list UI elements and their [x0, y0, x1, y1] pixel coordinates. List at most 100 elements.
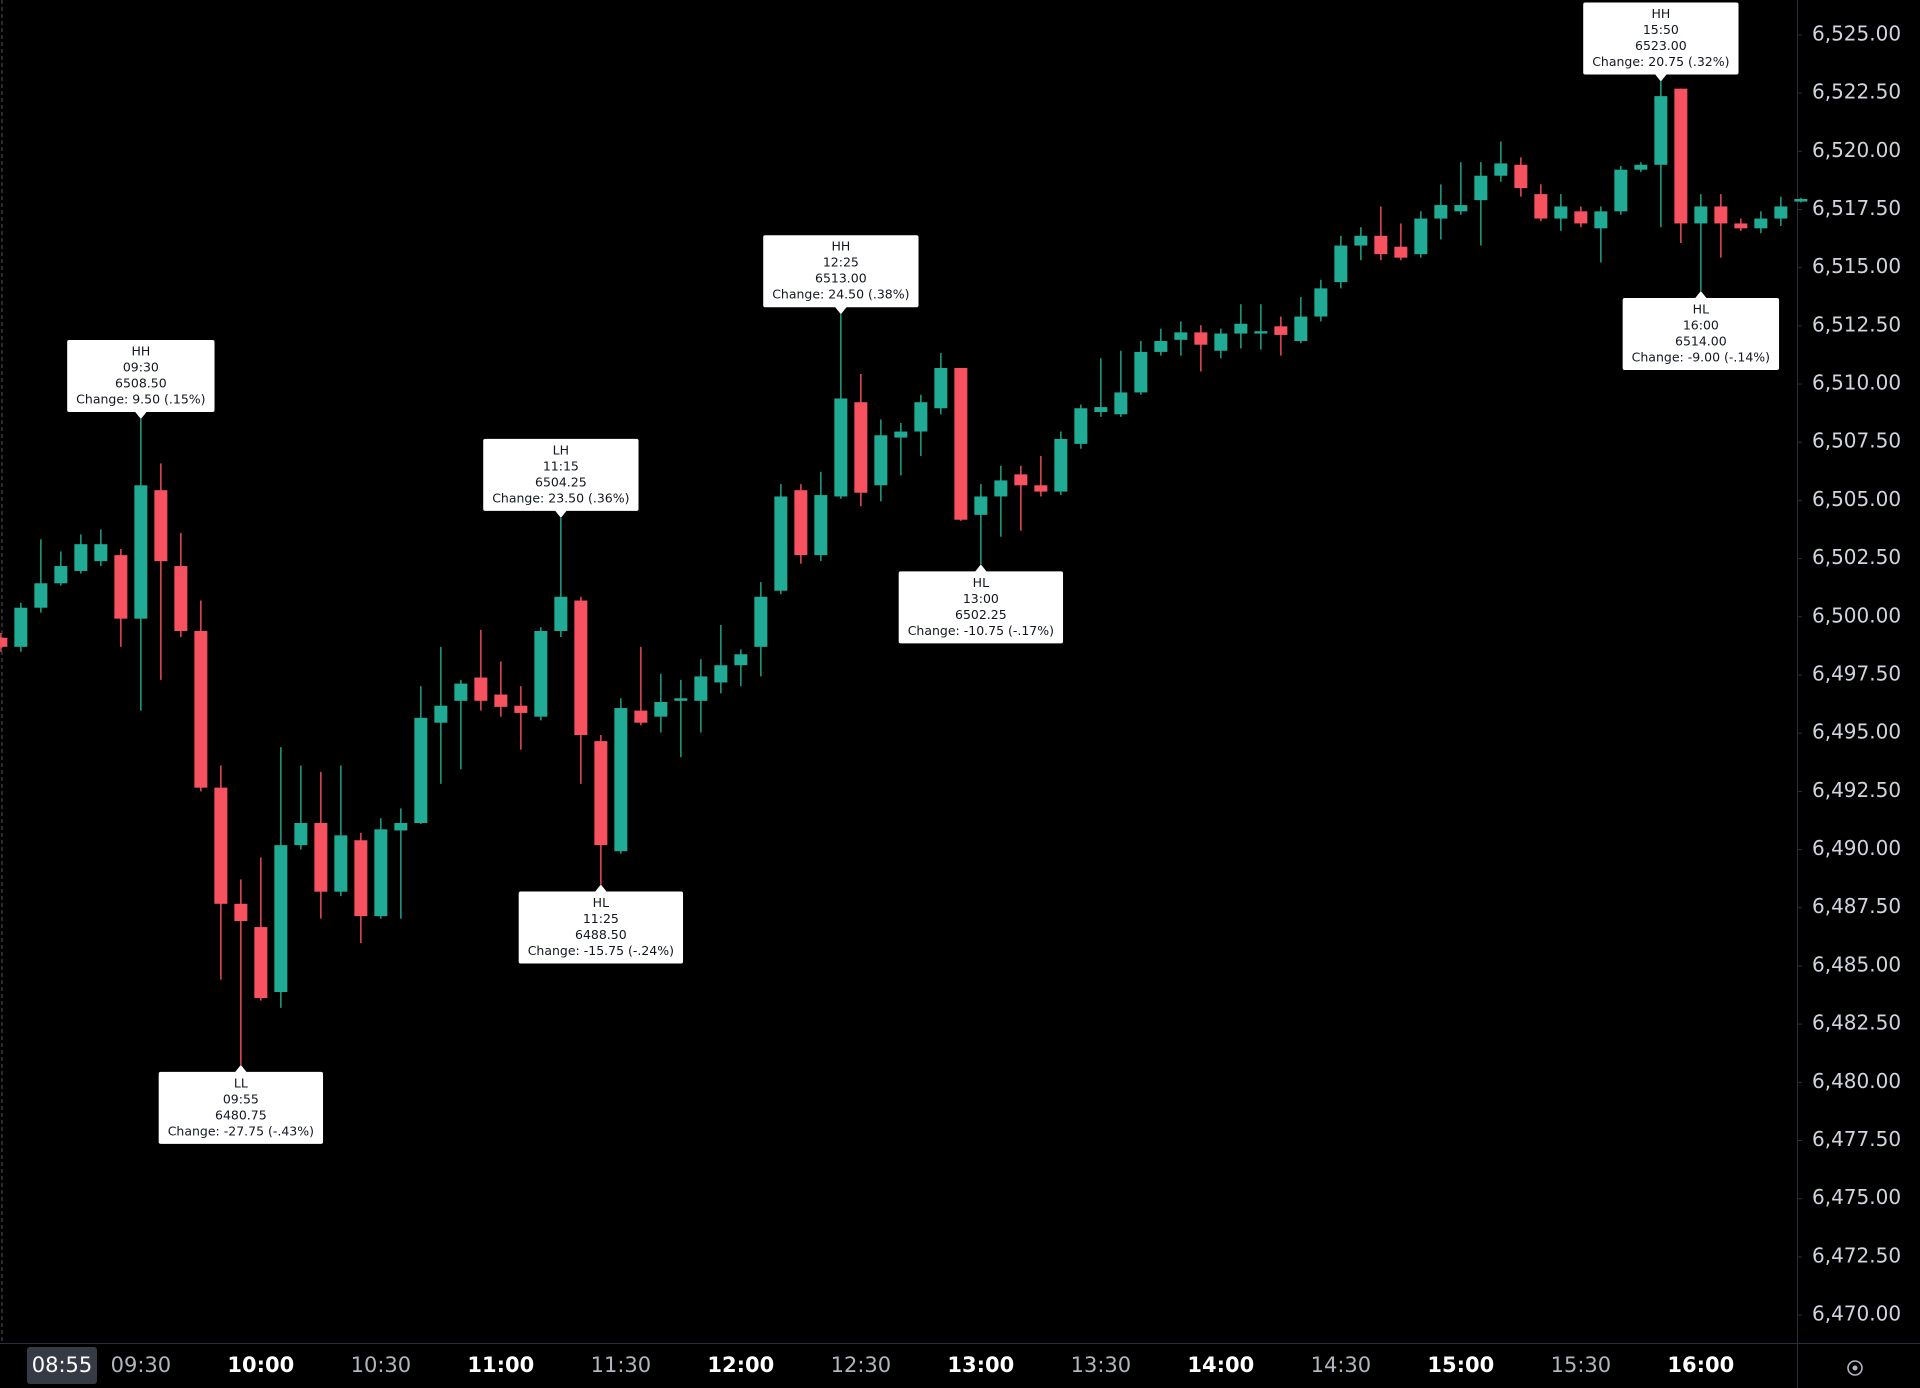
candle-body — [734, 654, 748, 666]
candle-body — [1474, 175, 1488, 201]
candle-body — [1774, 206, 1788, 219]
candle-body — [374, 829, 388, 917]
crosshair-time-box — [27, 1347, 97, 1384]
candle-body — [1674, 88, 1688, 224]
annotation-pointer — [234, 1064, 247, 1073]
candle-body — [1654, 96, 1668, 165]
candle-body — [534, 631, 548, 717]
annotation-time: 09:55 — [223, 1091, 259, 1106]
candle-body — [354, 840, 368, 917]
candle-body — [1034, 485, 1048, 492]
candle-body — [1334, 245, 1348, 283]
candle-body — [514, 705, 528, 713]
settings-icon-dot[interactable] — [1852, 1365, 1858, 1371]
candle-body — [774, 496, 788, 591]
y-tick-label: 6,512.50 — [1812, 312, 1901, 336]
candle-body — [1794, 199, 1808, 202]
candle-body — [914, 402, 928, 432]
candle-body — [1454, 205, 1468, 212]
candle-body — [1294, 316, 1308, 341]
y-tick-label: 6,502.50 — [1812, 545, 1901, 569]
candle-body — [1154, 340, 1168, 352]
x-tick-label: 11:00 — [467, 1353, 534, 1377]
annotation-box — [518, 891, 684, 964]
candle-body — [1734, 223, 1748, 229]
candle-body — [1054, 438, 1068, 492]
annotation-box — [1583, 2, 1739, 75]
x-tick-label: 15:30 — [1551, 1353, 1612, 1377]
candle-body — [1174, 332, 1188, 340]
y-tick-label: 6,475.00 — [1812, 1185, 1901, 1209]
candle-body — [94, 544, 108, 562]
annotation-price: 6514.00 — [1675, 333, 1727, 348]
x-tick-label: 10:30 — [351, 1353, 412, 1377]
x-tick-label: 16:00 — [1667, 1353, 1734, 1377]
x-tick-label: 13:30 — [1071, 1353, 1132, 1377]
settings-icon-ring[interactable] — [1847, 1360, 1863, 1376]
candle-body — [1614, 169, 1628, 212]
annotation-price: 6488.50 — [575, 927, 627, 942]
candle-body — [854, 402, 868, 493]
candle-body — [1114, 392, 1128, 415]
candle-body — [1494, 163, 1508, 176]
y-tick-label: 6,477.50 — [1812, 1127, 1901, 1151]
y-tick-label: 6,485.00 — [1812, 952, 1901, 976]
candle-body — [334, 835, 348, 892]
candle-body — [874, 435, 888, 486]
annotation-change: Change: -15.75 (-.24%) — [528, 943, 674, 958]
candle-body — [394, 823, 408, 831]
annotation-time: 13:00 — [963, 591, 999, 606]
settings-icon[interactable] — [1847, 1360, 1863, 1376]
annotation-box — [483, 438, 639, 511]
candle-body — [274, 845, 288, 993]
candle-body — [1374, 235, 1388, 255]
candle-body — [1394, 246, 1408, 258]
annotation-box — [158, 1071, 324, 1144]
annotation-change: Change: 9.50 (.15%) — [76, 391, 205, 406]
y-tick-label: 6,520.00 — [1812, 138, 1901, 162]
annotation-price: 6504.25 — [535, 474, 587, 489]
candle-body — [1634, 164, 1648, 170]
x-tick-label: 15:00 — [1427, 1353, 1494, 1377]
candle-body — [1214, 333, 1228, 351]
y-tick-label: 6,497.50 — [1812, 661, 1901, 685]
annotation-box — [1622, 297, 1780, 370]
candle-body — [1754, 218, 1768, 229]
crosshair-time: 08:55 — [32, 1353, 93, 1377]
candle-body — [994, 480, 1008, 497]
y-tick-label: 6,515.00 — [1812, 254, 1901, 278]
candle-body — [954, 367, 968, 520]
x-tick-label: 10:00 — [227, 1353, 294, 1377]
candle-body — [174, 566, 188, 632]
candle-body — [934, 367, 948, 409]
annotation-change: Change: -27.75 (-.43%) — [168, 1123, 314, 1138]
x-tick-label: 14:30 — [1311, 1353, 1372, 1377]
candle-body — [494, 694, 508, 707]
annotation-price: 6502.25 — [955, 607, 1007, 622]
annotation-label: HL — [1693, 301, 1709, 316]
candle-body — [474, 677, 488, 701]
candle-body — [434, 705, 448, 723]
candle-body — [694, 676, 708, 701]
annotation-pointer — [1654, 73, 1667, 82]
candle-body — [1534, 194, 1548, 219]
candle-body — [154, 490, 168, 562]
y-tick-label: 6,470.00 — [1812, 1302, 1901, 1326]
candle-body — [754, 596, 768, 647]
x-tick-label: 13:00 — [947, 1353, 1014, 1377]
candle-body — [134, 485, 148, 619]
x-tick-label: 12:30 — [831, 1353, 892, 1377]
y-tick-label: 6,522.50 — [1812, 80, 1901, 104]
candle-body — [554, 596, 568, 632]
x-tick-label: 12:00 — [707, 1353, 774, 1377]
candle-body — [114, 555, 128, 619]
candle-body — [1554, 206, 1568, 219]
annotation-box — [67, 339, 215, 412]
candle-body — [454, 683, 468, 701]
y-tick-label: 6,480.00 — [1812, 1069, 1901, 1093]
y-tick-label: 6,517.50 — [1812, 196, 1901, 220]
